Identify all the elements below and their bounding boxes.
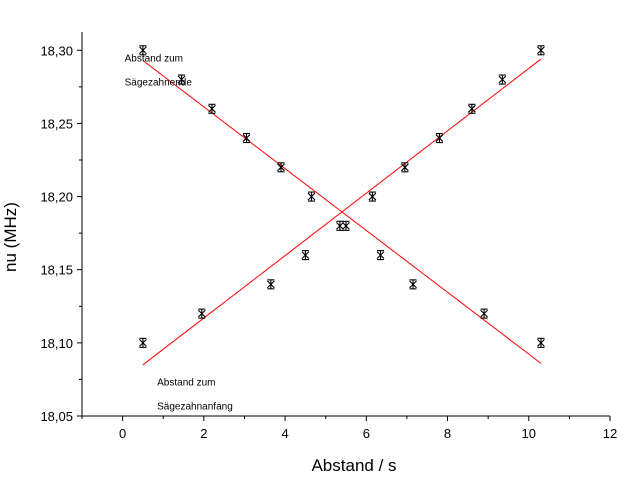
data-point (139, 337, 147, 348)
x-tick-label: 10 (522, 426, 536, 441)
data-point (480, 308, 488, 319)
x-tick-label: 2 (200, 426, 207, 441)
y-tick-label: 18,20 (40, 190, 73, 205)
data-point (336, 220, 344, 231)
x-tick-label: 8 (444, 426, 451, 441)
data-point (537, 45, 545, 56)
x-tick-label: 0 (119, 426, 126, 441)
x-axis-title: Abstand / s (311, 456, 396, 475)
x-tick-label: 4 (281, 426, 288, 441)
y-tick-label: 18,30 (40, 43, 73, 58)
annotation-2-line-2: Sägezahnanfang (157, 401, 233, 412)
data-point (242, 133, 251, 144)
annotations: Abstand zum Sägezahnende Abstand zum Sägeza… (125, 53, 233, 412)
annotation-1-line-2: Sägezahnende (125, 77, 193, 88)
y-tick-label: 18,15 (40, 263, 73, 278)
data-point (208, 103, 216, 114)
y-tick-label: 18,10 (40, 336, 73, 351)
data-point (301, 250, 310, 261)
data-point (401, 162, 409, 173)
data-point (409, 279, 417, 290)
annotation-2-line-1: Abstand zum (157, 377, 215, 388)
data-point (277, 162, 285, 173)
y-tick-label: 18,25 (40, 116, 73, 131)
x-tick-label: 12 (603, 426, 617, 441)
data-point (177, 74, 186, 85)
y-tick-label: 18,05 (40, 409, 73, 424)
x-tick-label: 6 (363, 426, 370, 441)
data-point (197, 308, 206, 319)
data-point (368, 191, 377, 202)
data-point (307, 191, 316, 202)
data-point (537, 337, 545, 348)
data-point (468, 103, 476, 114)
annotation-1-line-1: Abstand zum (125, 53, 183, 64)
data-point (139, 45, 147, 56)
axes: 0 2 4 6 8 10 12 18,05 18,10 18,15 18,20 18,25 18,30 (40, 32, 617, 441)
data-point (376, 250, 385, 261)
data-point (342, 220, 350, 231)
data-point (498, 74, 507, 85)
data-point (266, 279, 275, 290)
fit-lines (142, 58, 542, 366)
y-axis-title: nu (MHz) (1, 202, 20, 272)
fit-line-2 (142, 58, 542, 366)
data-point (435, 133, 444, 144)
data-points (139, 45, 545, 348)
